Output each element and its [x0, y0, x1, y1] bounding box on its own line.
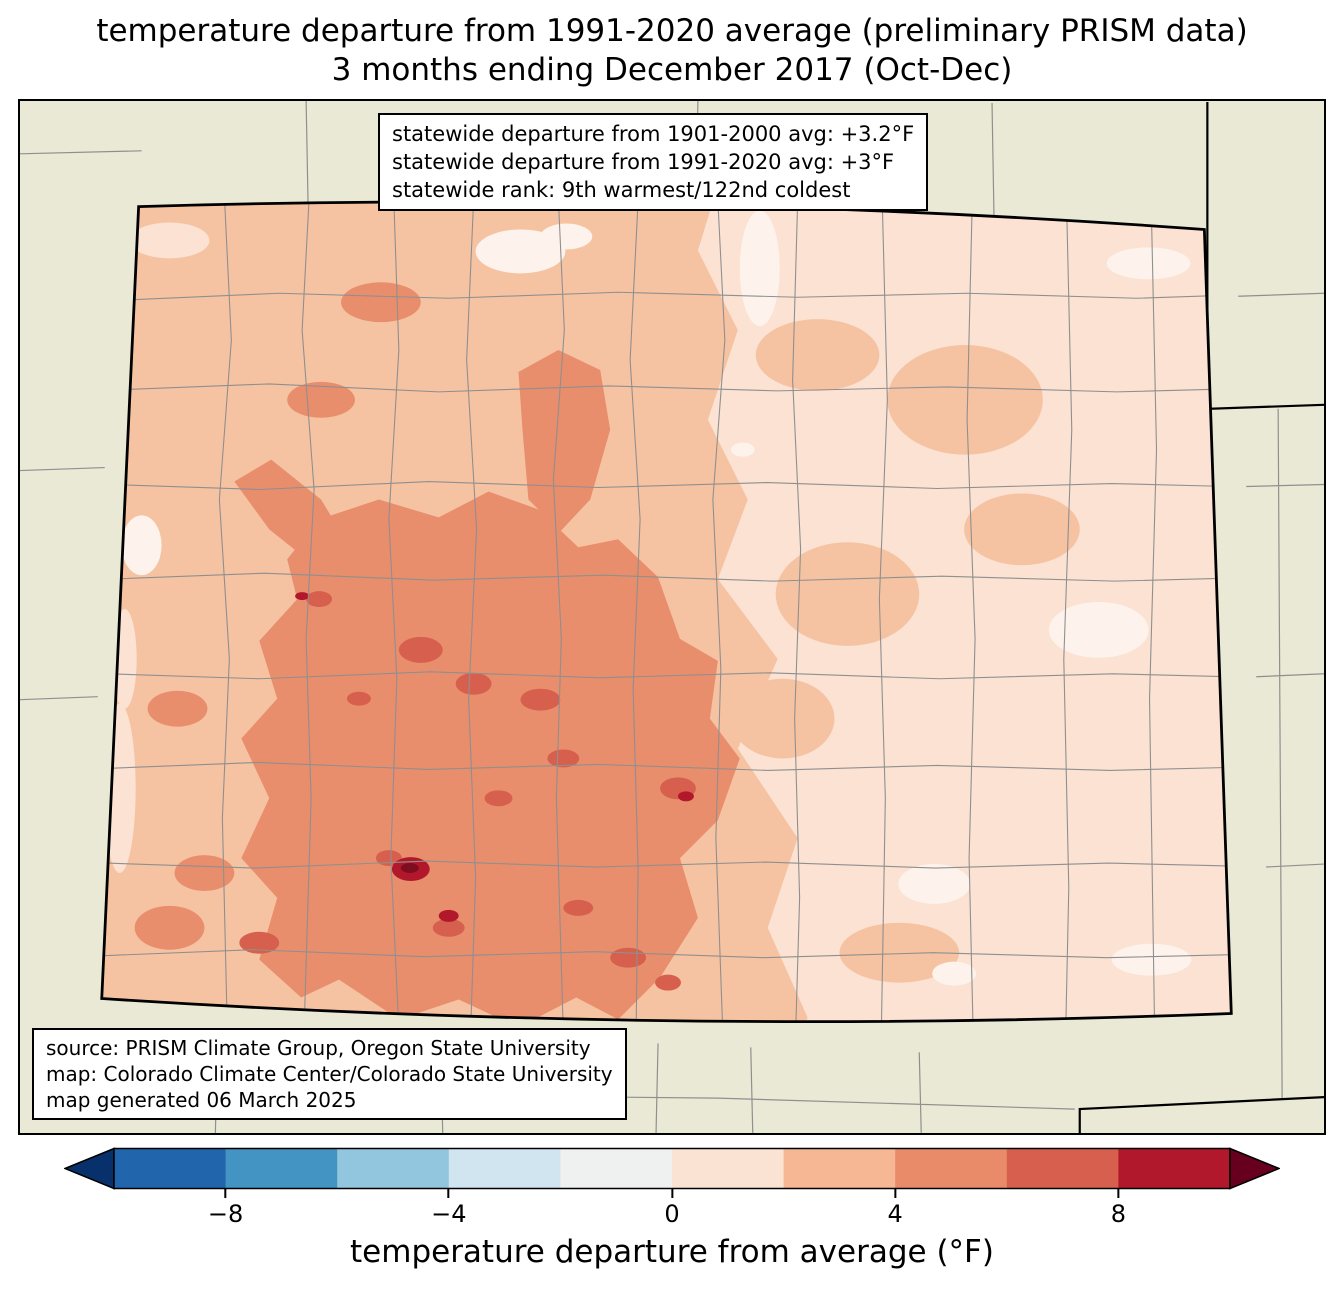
hot-spot: [295, 592, 310, 601]
source-line: source: PRISM Climate Group, Oregon Stat…: [46, 1036, 591, 1060]
figure-title: temperature departure from 1991-2020 ave…: [0, 12, 1344, 90]
title-line-1: temperature departure from 1991-2020 ave…: [96, 13, 1248, 49]
stat-line-1901-2000: statewide departure from 1901-2000 avg: …: [392, 122, 915, 146]
temp-patches-near-zero: [121, 210, 1192, 986]
warmer-spot: [306, 591, 333, 608]
warm-patch: [174, 855, 235, 891]
warmer-spot: [398, 636, 443, 663]
warmer-spot: [547, 749, 580, 768]
temp-patch: [730, 678, 835, 759]
stat-line-1991-2020: statewide departure from 1991-2020 avg: …: [392, 150, 895, 174]
warmer-spot: [239, 931, 280, 954]
state-interior: [101, 201, 1232, 1022]
temp-patch: [898, 864, 971, 904]
colorbar: [64, 1147, 1280, 1190]
warmer-spot: [655, 974, 681, 991]
colorado-map: [20, 101, 1324, 1133]
title-line-2: 3 months ending December 2017 (Oct-Dec): [331, 52, 1013, 88]
warmer-spot: [520, 688, 561, 711]
warmer-spot: [563, 899, 594, 916]
source-credit-box: source: PRISM Climate Group, Oregon Stat…: [32, 1028, 627, 1120]
warm-patch: [134, 905, 205, 950]
temp-patch: [755, 319, 880, 391]
temp-patch: [1106, 247, 1191, 280]
temp-patch: [129, 222, 210, 259]
warmer-spot: [484, 790, 513, 807]
temp-patch: [540, 223, 593, 250]
map-credit-line: map: Colorado Climate Center/Colorado St…: [46, 1062, 613, 1086]
temp-patch: [739, 210, 780, 327]
hot-spot: [438, 909, 459, 922]
warmer-spot: [432, 918, 465, 937]
temp-spot-hottest: [400, 863, 419, 874]
warm-blob-northwest-streak: [234, 459, 351, 570]
temp-region-light-east: [697, 201, 1232, 1022]
warm-patch: [287, 381, 355, 418]
map-panel: statewide departure from 1901-2000 avg: …: [18, 99, 1326, 1135]
warm-patch: [147, 690, 208, 727]
temp-patch: [121, 515, 162, 576]
colorbar-tick-label: −8: [207, 1200, 244, 1228]
warmer-spot: [610, 947, 647, 968]
warmer-spot: [346, 691, 371, 706]
temp-patch: [964, 493, 1080, 566]
temp-patch: [1048, 602, 1149, 658]
temp-patch: [932, 961, 977, 986]
county-lines-horizontal: [103, 291, 1232, 959]
hot-spot: [677, 791, 694, 802]
warm-blob-main: [241, 491, 740, 1022]
colorbar-ticks: −8 −4 0 4 8: [64, 1190, 1280, 1228]
county-lines-vertical: [218, 201, 1158, 1022]
temp-patch: [1111, 943, 1192, 976]
temp-patch: [775, 542, 920, 646]
colorbar-tick-label: 0: [664, 1200, 680, 1228]
statewide-stats-box: statewide departure from 1901-2000 avg: …: [378, 113, 929, 211]
colorbar-svg: [64, 1147, 1280, 1190]
generated-date-line: map generated 06 March 2025: [46, 1088, 357, 1112]
colorbar-tick-label: 4: [887, 1200, 903, 1228]
colorbar-tick-label: 8: [1110, 1200, 1127, 1228]
temp-patch: [730, 442, 755, 457]
warm-patch: [341, 282, 421, 323]
warmer-spot: [455, 672, 492, 695]
temp-patches-base-on-east: [730, 319, 1080, 983]
colorbar-tick-label: −4: [431, 1200, 467, 1228]
temp-patch: [839, 922, 960, 983]
stat-line-rank: statewide rank: 9th warmest/122nd coldes…: [392, 178, 851, 202]
colorbar-axis-label: temperature departure from average (°F): [350, 1234, 994, 1270]
temp-patch: [887, 345, 1043, 455]
